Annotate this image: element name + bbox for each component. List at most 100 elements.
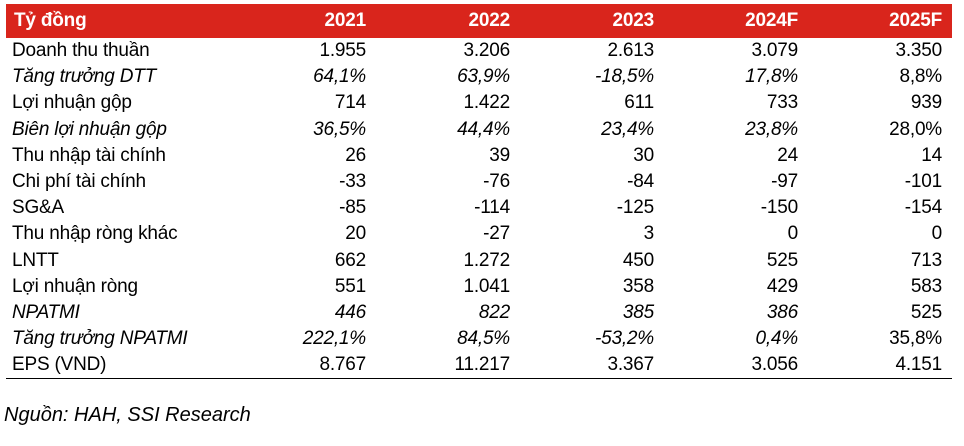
row-value: 446 [334,301,366,323]
table-row: NPATMI 446 822 385 386 525 [6,300,952,326]
row-value: 822 [478,301,510,323]
table-row: Biên lợi nhuận gộp 36,5% 44,4% 23,4% 23,8% 28… [6,117,952,143]
row-value: -18,5% [594,66,654,88]
row-label: Tăng trưởng DTT [12,66,157,88]
row-value: 26 [345,144,366,166]
row-value: 0,4% [755,328,798,350]
row-label: Thu nhập ròng khác [12,223,178,245]
row-value: 939 [910,92,942,114]
header-2025f: 2025F [889,10,942,31]
table-row: Thu nhập tài chính 26 39 30 24 14 [6,143,952,169]
table-header-row: Tỷ đồng 2021 2022 2023 2024F 2025F [6,4,952,38]
row-value: 525 [766,249,798,271]
row-value: 662 [334,249,366,271]
financial-forecast-table: Tỷ đồng 2021 2022 2023 2024F 2025F Doanh… [6,4,952,380]
row-label: Lợi nhuận ròng [12,275,138,297]
row-value: -154 [904,197,942,219]
row-value: 24 [777,144,798,166]
row-value: 0 [931,223,943,245]
row-value: 8,8% [899,66,942,88]
row-value: 713 [910,249,942,271]
row-value: 358 [622,275,654,297]
table-row: Tăng trưởng NPATMI 222,1% 84,5% -53,2% 0,4% 3… [6,326,952,352]
row-value: 551 [334,275,366,297]
row-label: NPATMI [12,301,80,323]
row-value: -101 [904,171,942,193]
row-value: 14 [921,144,942,166]
row-value: -27 [483,223,510,245]
row-value: 1.041 [463,275,510,297]
row-value: 17,8% [745,66,798,88]
row-value: 385 [622,301,654,323]
row-value: 733 [766,92,798,114]
row-value: -114 [474,197,510,219]
row-label: Thu nhập tài chính [12,144,166,166]
table-row: Doanh thu thuần 1.955 3.206 2.613 3.079 3.350 [6,38,952,64]
row-value: -53,2% [594,328,654,350]
table-row: LNTT 662 1.272 450 525 713 [6,248,952,274]
header-2022: 2022 [468,10,511,31]
row-value: 3.350 [895,40,942,62]
row-value: 3.056 [664,352,808,380]
header-unit: Tỷ đồng [14,10,87,31]
row-label: Chi phí tài chính [12,171,146,193]
row-label: Doanh thu thuần [12,40,150,62]
table-row: Tăng trưởng DTT 64,1% 63,9% -18,5% 17,8% 8,8% [6,64,952,90]
row-value: 2.613 [607,40,654,62]
row-value: 583 [910,275,942,297]
row-value: 8.767 [232,352,376,380]
row-value: -125 [616,197,654,219]
row-value: 714 [334,92,366,114]
table-body: Doanh thu thuần 1.955 3.206 2.613 3.079 3.350… [6,38,952,380]
row-label: Tăng trưởng NPATMI [12,328,188,350]
row-value: 28,0% [889,118,942,140]
row-value: -84 [627,171,654,193]
row-value: 1.955 [319,40,366,62]
row-label: EPS (VND) [6,352,232,380]
header-2024f: 2024F [745,10,798,31]
row-value: 386 [766,301,798,323]
row-value: 36,5% [313,118,366,140]
row-value: -76 [483,171,510,193]
row-value: 64,1% [313,66,366,88]
row-value: 63,9% [457,66,510,88]
table-row: Chi phí tài chính -33 -76 -84 -97 -101 [6,169,952,195]
row-label: SG&A [12,197,64,219]
row-value: 3.079 [751,40,798,62]
table-row: EPS (VND) 8.767 11.217 3.367 3.056 4.151 [6,352,952,380]
row-value: -85 [339,197,366,219]
table-row: Lợi nhuận gộp 714 1.422 611 733 939 [6,90,952,116]
financial-table-container: Tỷ đồng 2021 2022 2023 2024F 2025F Doanh… [6,4,952,380]
row-value: 611 [624,92,654,114]
row-value: 1.272 [463,249,510,271]
header-2021: 2021 [324,10,367,31]
row-value: 11.217 [376,352,520,380]
source-note: Nguồn: HAH, SSI Research [4,404,251,426]
row-value: 222,1% [302,328,366,350]
row-value: 35,8% [889,328,942,350]
row-label: Lợi nhuận gộp [12,92,132,114]
table-row: Thu nhập ròng khác 20 -27 3 0 0 [6,221,952,247]
row-value: 3.206 [463,40,510,62]
row-label: Biên lợi nhuận gộp [12,118,167,140]
row-value: 0 [787,223,799,245]
row-value: 30 [633,144,654,166]
row-label: LNTT [12,249,59,271]
row-value: 3 [643,223,655,245]
table-row: SG&A -85 -114 -125 -150 -154 [6,195,952,221]
row-value: 450 [622,249,654,271]
row-value: 44,4% [457,118,510,140]
row-value: 4.151 [808,352,952,380]
row-value: -97 [771,171,798,193]
row-value: 525 [910,301,942,323]
row-value: -150 [760,197,798,219]
row-value: 20 [345,223,366,245]
header-2023: 2023 [612,10,655,31]
row-value: 23,8% [745,118,798,140]
row-value: 429 [766,275,798,297]
table-row: Lợi nhuận ròng 551 1.041 358 429 583 [6,274,952,300]
row-value: -33 [339,171,366,193]
row-value: 1.422 [463,92,510,114]
row-value: 23,4% [601,118,654,140]
row-value: 3.367 [520,352,664,380]
